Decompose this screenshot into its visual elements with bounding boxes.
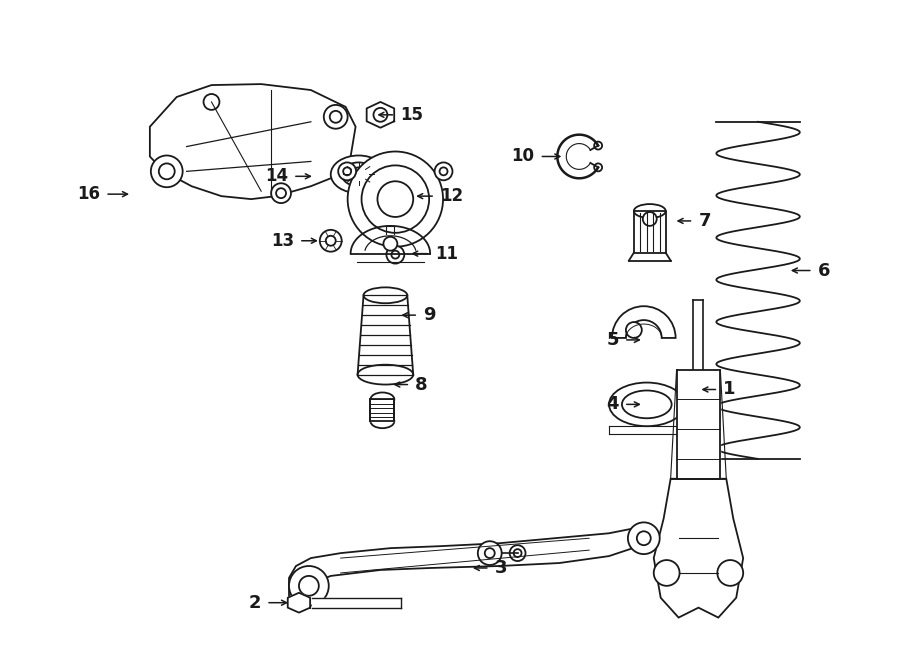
Text: 8: 8 (415, 375, 428, 393)
Ellipse shape (622, 391, 671, 418)
Circle shape (329, 111, 342, 123)
Text: 3: 3 (495, 559, 508, 577)
Polygon shape (366, 102, 394, 128)
Circle shape (343, 167, 351, 175)
Text: 5: 5 (607, 331, 619, 349)
Circle shape (320, 230, 342, 252)
Circle shape (338, 163, 356, 180)
Circle shape (374, 108, 387, 122)
Polygon shape (288, 593, 310, 613)
Ellipse shape (371, 414, 394, 428)
Polygon shape (653, 479, 743, 617)
Circle shape (324, 105, 347, 129)
Circle shape (352, 167, 365, 181)
Polygon shape (150, 84, 356, 199)
Circle shape (643, 212, 657, 226)
Circle shape (299, 576, 319, 596)
Circle shape (628, 522, 660, 554)
Circle shape (377, 181, 413, 217)
Polygon shape (634, 211, 666, 253)
Ellipse shape (634, 204, 666, 218)
Text: 6: 6 (818, 262, 830, 280)
Circle shape (392, 251, 400, 258)
Text: 4: 4 (607, 395, 619, 413)
Circle shape (347, 151, 443, 247)
Text: 7: 7 (698, 212, 711, 230)
Circle shape (509, 545, 526, 561)
Ellipse shape (364, 288, 408, 303)
Ellipse shape (342, 163, 375, 186)
Circle shape (637, 531, 651, 545)
Circle shape (626, 322, 642, 338)
Text: 16: 16 (77, 185, 100, 203)
Circle shape (203, 94, 220, 110)
Circle shape (326, 236, 336, 246)
Text: 10: 10 (511, 147, 535, 165)
Circle shape (717, 560, 743, 586)
Circle shape (386, 246, 404, 264)
Polygon shape (312, 598, 401, 607)
Circle shape (271, 183, 291, 203)
Circle shape (653, 560, 680, 586)
Circle shape (514, 549, 522, 557)
Text: 2: 2 (248, 594, 261, 611)
Circle shape (485, 548, 495, 558)
Text: 15: 15 (400, 106, 423, 124)
Circle shape (478, 541, 501, 565)
Text: 1: 1 (724, 381, 736, 399)
Ellipse shape (330, 155, 386, 193)
Text: 9: 9 (423, 306, 436, 324)
Circle shape (158, 163, 175, 179)
Circle shape (435, 163, 453, 180)
Circle shape (362, 165, 429, 233)
Text: 13: 13 (271, 232, 294, 250)
Polygon shape (289, 528, 649, 603)
Circle shape (289, 566, 328, 605)
Polygon shape (371, 399, 394, 421)
Circle shape (276, 188, 286, 198)
Ellipse shape (371, 393, 394, 407)
Ellipse shape (357, 365, 413, 385)
Text: 11: 11 (435, 245, 458, 262)
Wedge shape (612, 306, 676, 338)
Circle shape (383, 237, 397, 251)
Text: 14: 14 (265, 167, 288, 185)
Ellipse shape (609, 383, 685, 426)
Circle shape (439, 167, 447, 175)
Circle shape (151, 155, 183, 187)
Polygon shape (677, 369, 720, 479)
Circle shape (594, 163, 602, 171)
Circle shape (594, 141, 602, 149)
Polygon shape (629, 253, 670, 260)
Text: 12: 12 (440, 187, 464, 205)
